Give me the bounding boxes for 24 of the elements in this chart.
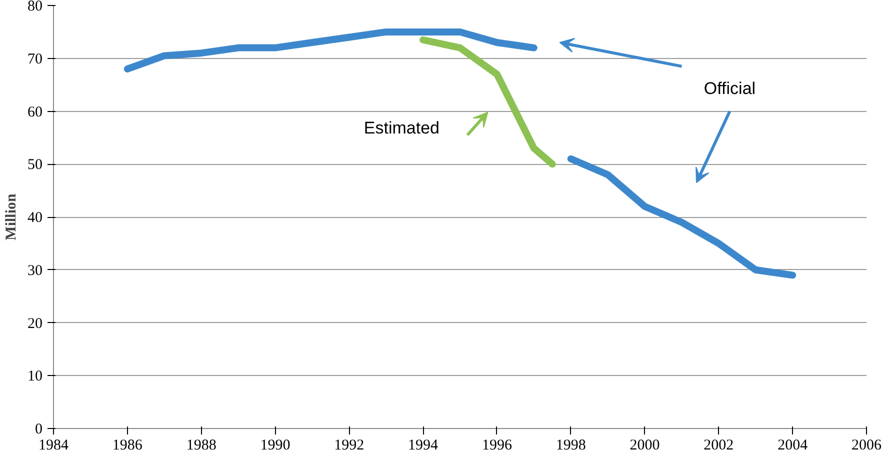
x-tick-label: 2004 — [778, 438, 808, 452]
x-tick-label: 2002 — [704, 438, 734, 452]
x-tick-label: 1988 — [186, 438, 216, 452]
x-tick-label: 2006 — [852, 438, 882, 452]
y-tick-label: 80 — [28, 0, 42, 14]
x-tick-label: 1996 — [482, 438, 512, 452]
x-tick-label: 2000 — [630, 438, 660, 452]
y-tick-label: 70 — [28, 51, 42, 68]
legend-label: Estimated — [364, 118, 440, 138]
y-tick-label: 50 — [28, 157, 42, 174]
y-tick-label: 20 — [28, 316, 42, 332]
x-tick-label: 1986 — [112, 438, 143, 452]
y-tick-label: 60 — [28, 104, 42, 120]
x-tick-label: 1992 — [334, 438, 364, 452]
text: Official — [704, 79, 756, 98]
y-tick-label: 40 — [28, 210, 42, 226]
x-tick-label: 1998 — [556, 438, 586, 452]
y-axis-title: Million — [4, 193, 20, 240]
x-tick-label: 1990 — [260, 438, 290, 452]
y-tick-label: 0 — [35, 422, 42, 438]
x-tick-label: 1994 — [408, 438, 439, 452]
y-tick-label: 10 — [28, 368, 42, 385]
x-tick-label: 1984 — [38, 438, 69, 452]
y-tick-label: 30 — [28, 262, 42, 279]
